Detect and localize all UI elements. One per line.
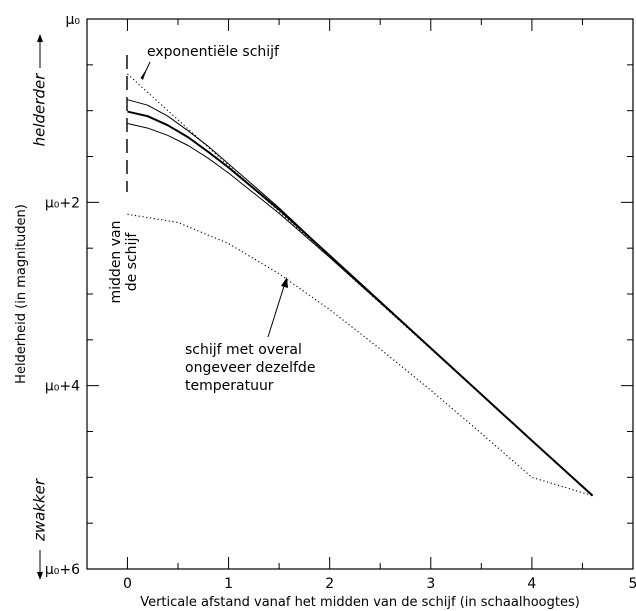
plot-frame <box>86 18 634 570</box>
isothermal-line-3: temperatuur <box>185 378 274 394</box>
x-tick-label: 2 <box>325 576 334 592</box>
y-axis-title: Helderheid (in magnituden) <box>14 204 29 384</box>
annotation-midplane: midden van de schijf <box>108 221 140 304</box>
annotation-isothermal: schijf met overal ongeveer dezelfde temp… <box>185 342 315 394</box>
series-line-2 <box>127 99 593 497</box>
side-label-fainter: zwakker <box>31 478 49 542</box>
isothermal-line-2: ongeveer dezelfde <box>185 360 315 376</box>
series-line-3 <box>127 110 594 497</box>
x-tick-label: 3 <box>426 576 435 592</box>
series-line-4 <box>127 123 593 497</box>
annotation-exponential-disk: exponentiële schijf <box>147 44 280 60</box>
arrow-isothermal <box>267 282 286 338</box>
x-tick-label: 4 <box>527 576 536 592</box>
y-tick-label: μ₀ <box>65 12 80 28</box>
side-label-bottom: zwakker <box>31 478 49 580</box>
midplane-line-2: de schijf <box>124 232 140 292</box>
side-label-top: helderder <box>31 34 49 146</box>
x-tick-label: 0 <box>123 576 132 592</box>
series-group <box>127 73 594 497</box>
series-line-5 <box>127 213 593 497</box>
y-tick-label: μ₀+2 <box>45 195 80 211</box>
midplane-line-1: midden van <box>108 221 124 304</box>
x-tick-label: 5 <box>629 576 636 592</box>
x-axis-title: Verticale afstand vanaf het midden van d… <box>140 595 580 610</box>
arrowhead-exponential <box>140 69 147 80</box>
y-tick-label: μ₀+6 <box>45 562 80 578</box>
isothermal-line-1: schijf met overal <box>185 342 302 358</box>
x-tick-label: 1 <box>224 576 233 592</box>
y-tick-label: μ₀+4 <box>45 379 80 395</box>
ticks: 0 1 2 3 4 5 μ₀ μ₀+2 μ₀+4 μ₀+6 <box>45 12 636 592</box>
arrowhead-isothermal <box>281 277 288 288</box>
side-label-brighter: helderder <box>31 73 49 147</box>
